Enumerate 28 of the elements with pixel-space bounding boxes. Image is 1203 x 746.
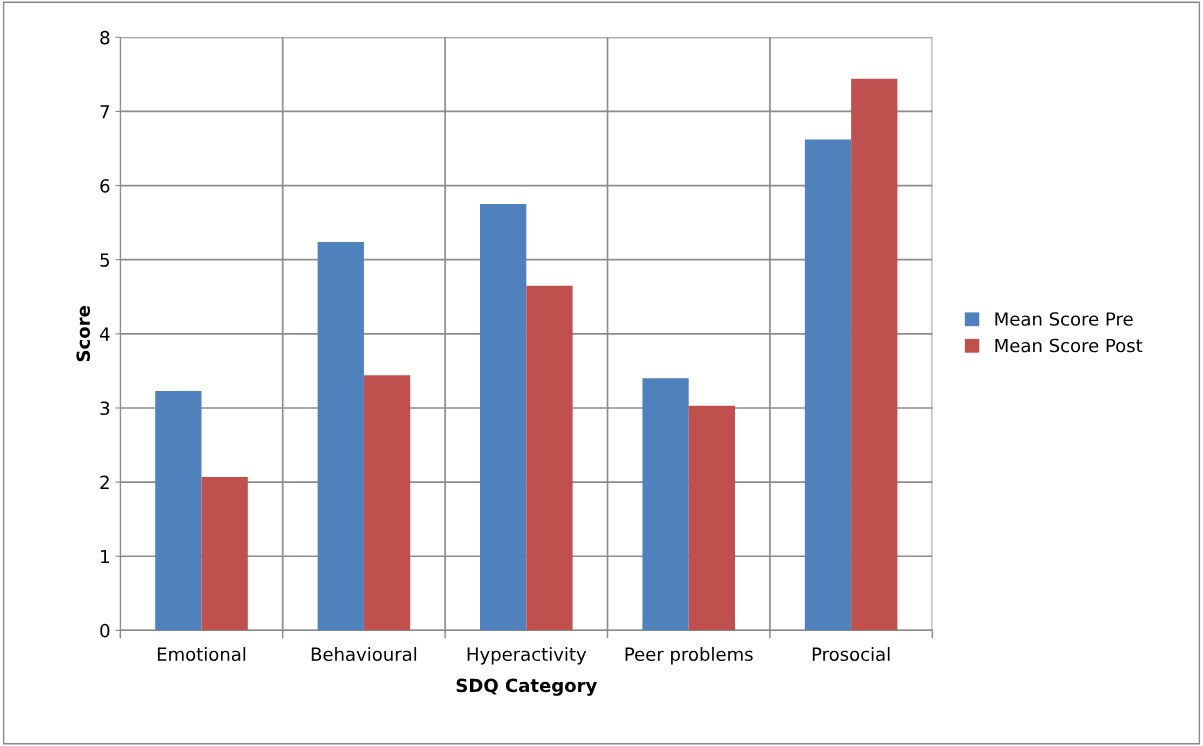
- y-tick-label: 3: [100, 401, 110, 416]
- y-tick-label: 6: [100, 179, 110, 193]
- x-tick-label: Peer problems: [625, 647, 753, 665]
- bar: [317, 241, 364, 631]
- y-tick-label: 2: [100, 475, 109, 489]
- y-tick-label: 4: [99, 327, 110, 341]
- x-tick-label: Prosocial: [812, 647, 890, 662]
- legend-label: Mean Score Post: [995, 338, 1143, 353]
- bar: [480, 204, 527, 631]
- bar: [201, 476, 248, 631]
- bar: [642, 378, 689, 631]
- y-tick-label: 0: [100, 623, 110, 638]
- y-tick-label: 5: [100, 253, 109, 267]
- bar: [851, 78, 898, 631]
- bar: [804, 139, 852, 631]
- x-tick-label: Emotional: [157, 647, 246, 662]
- bar: [155, 390, 202, 631]
- x-tick-label: Hyperactivity: [467, 647, 587, 665]
- bar: [526, 285, 573, 631]
- x-tick-label: Behavioural: [311, 647, 417, 662]
- x-axis-title: SDQ Category: [456, 678, 597, 696]
- y-tick-label: 7: [100, 105, 110, 119]
- legend-label: Mean Score Pre: [995, 312, 1133, 326]
- y-axis-title: Score: [76, 306, 91, 362]
- y-tick-label: 1: [101, 549, 109, 564]
- y-tick-label: 8: [100, 30, 110, 45]
- bar: [363, 375, 411, 631]
- bar: [688, 405, 735, 631]
